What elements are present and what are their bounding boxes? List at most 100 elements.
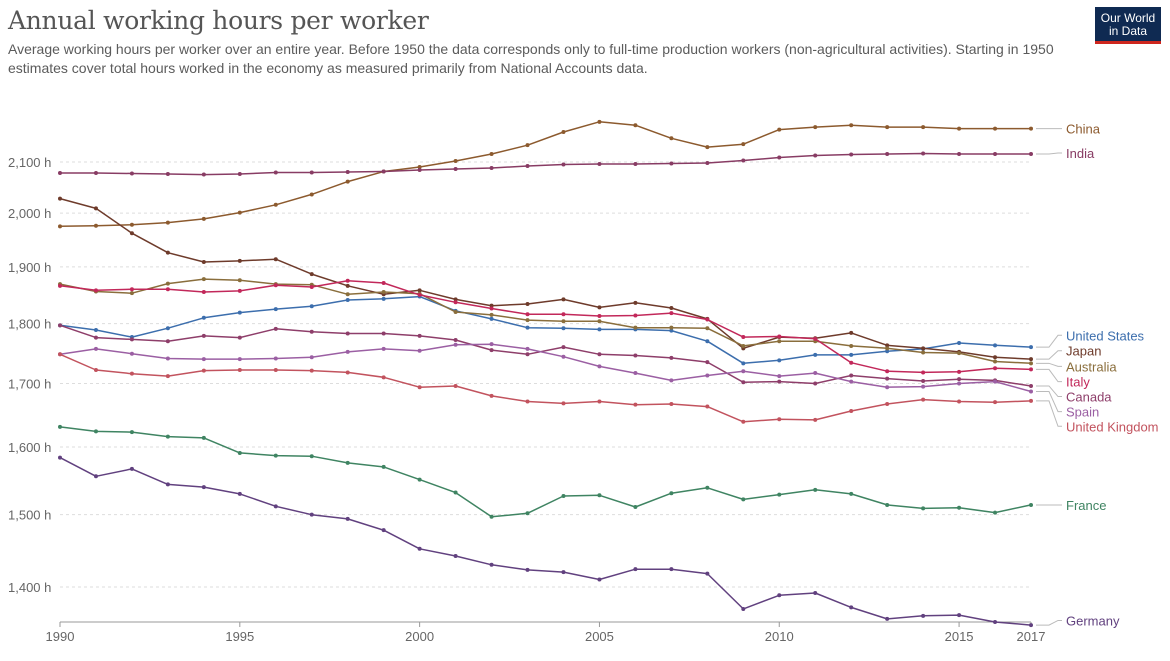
data-point bbox=[633, 353, 638, 358]
data-point bbox=[777, 379, 782, 384]
x-tick-label: 2010 bbox=[765, 629, 794, 644]
data-point bbox=[813, 371, 818, 376]
data-point bbox=[705, 404, 710, 409]
data-point bbox=[669, 402, 674, 407]
data-point bbox=[453, 300, 458, 305]
data-point bbox=[561, 345, 566, 350]
data-point bbox=[525, 312, 530, 317]
data-point bbox=[777, 358, 782, 363]
x-tick-label: 2005 bbox=[585, 629, 614, 644]
data-point bbox=[1029, 361, 1033, 366]
data-point bbox=[813, 487, 818, 492]
data-point bbox=[345, 516, 350, 521]
data-point bbox=[885, 346, 890, 351]
data-point bbox=[921, 370, 926, 375]
data-point bbox=[129, 371, 134, 376]
data-point bbox=[165, 374, 170, 379]
data-point bbox=[453, 554, 458, 559]
y-tick-label: 1,900 h bbox=[8, 260, 51, 275]
data-point bbox=[741, 419, 746, 424]
data-point bbox=[345, 292, 350, 297]
owid-logo[interactable]: Our World in Data bbox=[1095, 7, 1161, 44]
data-point bbox=[957, 613, 962, 618]
data-point bbox=[1029, 367, 1033, 372]
data-point bbox=[1029, 152, 1033, 157]
x-tick-label: 2015 bbox=[945, 629, 974, 644]
data-point bbox=[957, 152, 962, 157]
data-point bbox=[885, 349, 890, 354]
data-point bbox=[561, 493, 566, 498]
data-point bbox=[345, 283, 350, 288]
data-point bbox=[1029, 502, 1033, 507]
data-point bbox=[489, 562, 494, 567]
data-point bbox=[993, 366, 998, 371]
data-point bbox=[561, 326, 566, 331]
data-point bbox=[273, 453, 278, 458]
data-point bbox=[417, 165, 422, 170]
label-leader-line bbox=[1036, 368, 1062, 383]
data-point bbox=[849, 330, 854, 335]
data-point bbox=[489, 306, 494, 311]
data-point bbox=[417, 477, 422, 482]
data-point bbox=[741, 369, 746, 374]
data-point bbox=[273, 257, 278, 262]
data-point bbox=[777, 593, 782, 598]
data-point bbox=[129, 337, 134, 342]
data-point bbox=[957, 505, 962, 510]
data-point bbox=[813, 381, 818, 386]
series-label-germany: Germany bbox=[1066, 613, 1120, 628]
data-point bbox=[273, 283, 278, 288]
data-point bbox=[58, 352, 62, 357]
data-point bbox=[597, 119, 602, 124]
data-point bbox=[669, 491, 674, 496]
data-point bbox=[201, 172, 206, 177]
data-point bbox=[705, 145, 710, 150]
x-tick-label: 1990 bbox=[46, 629, 75, 644]
data-point bbox=[273, 202, 278, 207]
data-point bbox=[597, 319, 602, 324]
data-point bbox=[309, 454, 314, 459]
data-point bbox=[345, 278, 350, 283]
data-point bbox=[957, 351, 962, 356]
data-point bbox=[561, 401, 566, 406]
data-point bbox=[1029, 345, 1033, 350]
data-point bbox=[237, 210, 242, 215]
series-label-japan: Japan bbox=[1066, 344, 1101, 359]
series-label-australia: Australia bbox=[1066, 359, 1117, 374]
data-point bbox=[345, 370, 350, 375]
data-point bbox=[957, 377, 962, 382]
data-point bbox=[165, 281, 170, 286]
data-point bbox=[381, 331, 386, 336]
data-point bbox=[633, 300, 638, 305]
y-tick-label: 1,600 h bbox=[8, 440, 51, 455]
data-point bbox=[777, 334, 782, 339]
data-point bbox=[273, 356, 278, 361]
data-point bbox=[309, 284, 314, 289]
data-point bbox=[58, 455, 62, 460]
data-point bbox=[129, 351, 134, 356]
data-point bbox=[633, 505, 638, 510]
data-point bbox=[129, 466, 134, 471]
data-point bbox=[777, 339, 782, 344]
data-point bbox=[93, 368, 98, 373]
data-point bbox=[345, 460, 350, 465]
data-point bbox=[813, 591, 818, 596]
data-point bbox=[741, 343, 746, 348]
data-point bbox=[309, 304, 314, 309]
data-point bbox=[885, 343, 890, 348]
data-point bbox=[885, 616, 890, 621]
data-point bbox=[849, 343, 854, 348]
data-point bbox=[93, 328, 98, 333]
data-point bbox=[633, 567, 638, 572]
data-point bbox=[237, 172, 242, 177]
data-point bbox=[597, 327, 602, 332]
label-leader-line bbox=[1036, 619, 1062, 626]
data-point bbox=[165, 356, 170, 361]
data-point bbox=[453, 167, 458, 172]
series-label-united-kingdom: United Kingdom bbox=[1066, 419, 1159, 434]
data-point bbox=[273, 504, 278, 509]
label-leader-line bbox=[1036, 152, 1062, 155]
data-point bbox=[993, 359, 998, 364]
data-point bbox=[561, 297, 566, 302]
data-point bbox=[489, 152, 494, 157]
